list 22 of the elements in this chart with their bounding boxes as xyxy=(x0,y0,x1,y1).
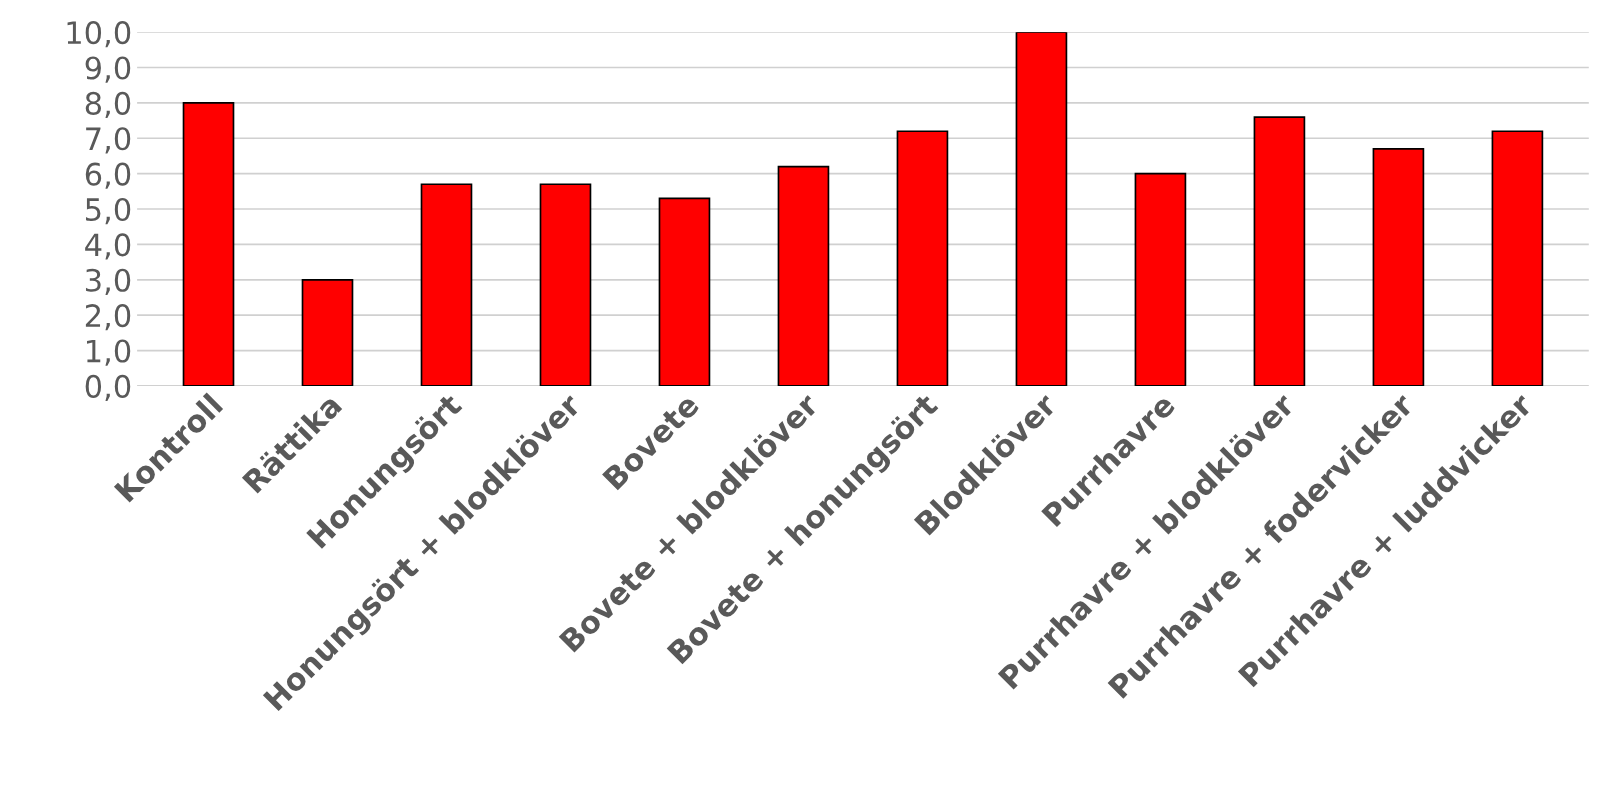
y-tick-label: 4,0 xyxy=(85,233,131,260)
bar xyxy=(1134,172,1187,386)
y-tick-label: 7,0 xyxy=(86,127,131,154)
bar xyxy=(777,165,830,386)
y-tick-label: 10,0 xyxy=(67,21,131,48)
bar xyxy=(896,130,949,386)
y-tick-label: 8,0 xyxy=(85,91,131,119)
y-tick-label: 9,0 xyxy=(85,56,131,83)
bar xyxy=(539,183,592,386)
y-tick-label: 6,0 xyxy=(85,162,131,189)
bar xyxy=(182,102,235,386)
bar xyxy=(1253,116,1306,386)
bar xyxy=(1015,32,1068,386)
bar xyxy=(420,183,473,386)
y-tick-label: 2,0 xyxy=(85,304,131,331)
bar xyxy=(658,197,711,386)
y-tick-label: 1,0 xyxy=(87,339,131,366)
bar xyxy=(1372,148,1425,386)
bar xyxy=(301,278,354,386)
y-tick-label: 5,0 xyxy=(86,197,131,225)
y-tick-label: 3,0 xyxy=(85,268,131,295)
bar xyxy=(1491,130,1544,386)
